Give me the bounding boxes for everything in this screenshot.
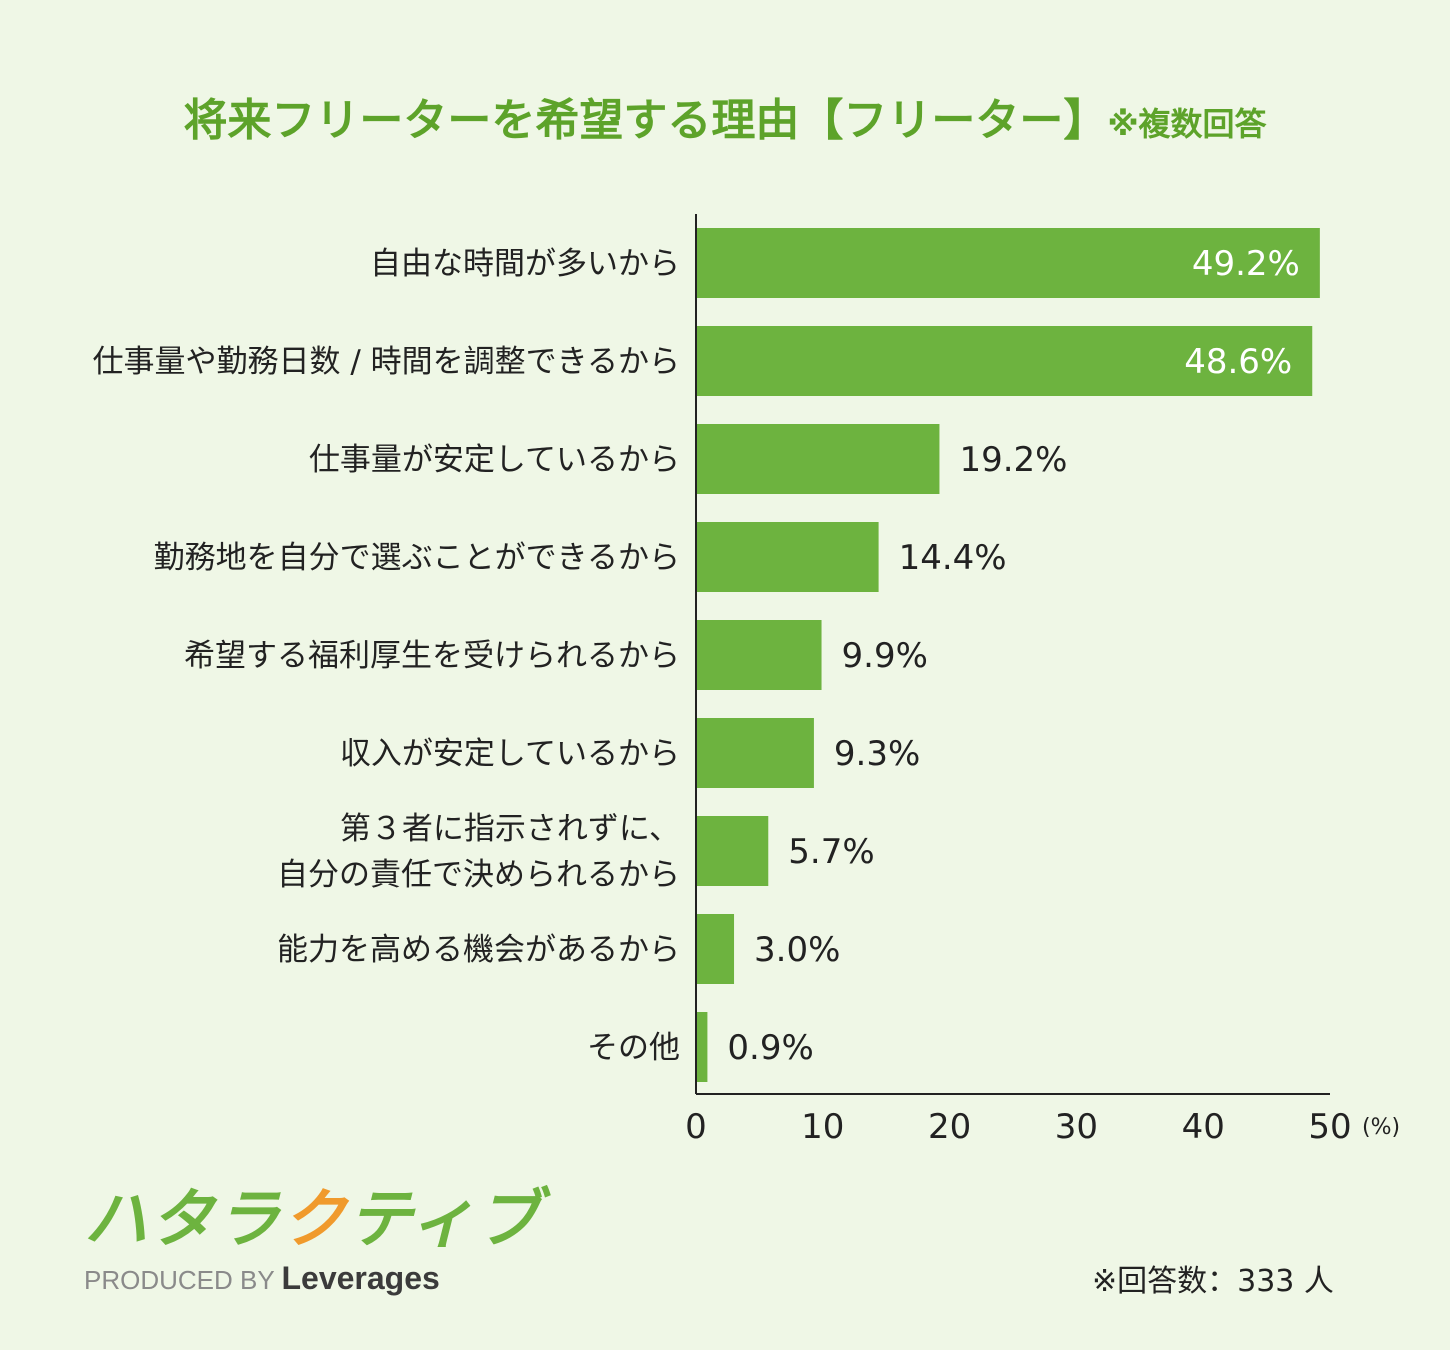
logo-mark-part1: ハタラ <box>84 1183 282 1257</box>
category-label-7-line-2: 自分の責任で決められるから <box>277 857 680 893</box>
chart-title-note: ※複数回答 <box>1107 105 1267 143</box>
value-label-6: 9.3% <box>834 734 920 774</box>
logo-mark: ハタラクティブ <box>84 1183 540 1257</box>
produced-by-text: PRODUCED BY <box>84 1265 275 1295</box>
value-label-8: 3.0% <box>754 930 840 970</box>
category-label-7-line-1: 第３者に指示されずに、 <box>340 811 680 847</box>
logo-mark-part2: ク <box>282 1183 348 1257</box>
hataractive-logo: ハタラクティブ PRODUCED BY Leverages <box>84 1183 540 1297</box>
x-tick-label-3: 20 <box>928 1107 971 1147</box>
value-label-4: 14.4% <box>899 538 1007 578</box>
value-label-9: 0.9% <box>727 1028 813 1068</box>
value-label-1: 49.2% <box>1192 244 1300 284</box>
bar-4 <box>696 522 879 592</box>
bar-2 <box>696 326 1313 396</box>
category-label-4: 勤務地を自分で選ぶことができるから <box>154 540 680 576</box>
logo-mark-part3: ティブ <box>348 1183 543 1257</box>
bar-7 <box>696 816 769 886</box>
bar-6 <box>696 718 814 788</box>
bar-8 <box>696 914 735 984</box>
x-tick-label-5: 40 <box>1182 1107 1225 1147</box>
value-label-2: 48.6% <box>1184 342 1292 382</box>
category-label-6: 収入が安定しているから <box>340 736 680 772</box>
category-label-3: 仕事量が安定しているから <box>309 442 680 478</box>
category-label-2: 仕事量や勤務日数 / 時間を調整できるから <box>92 344 680 380</box>
bar-3 <box>696 424 940 494</box>
x-axis-unit: (%) <box>1362 1115 1400 1140</box>
category-label-1: 自由な時間が多いから <box>370 246 680 282</box>
bar-9 <box>696 1012 708 1082</box>
x-tick-label-4: 30 <box>1055 1107 1098 1147</box>
bar-chart: 49.2% 自由な時間が多いから 48.6% 仕事量や勤務日数 / 時間を調整できるか… <box>92 214 1400 1147</box>
value-label-7: 5.7% <box>788 832 874 872</box>
x-tick-label-6: 50 <box>1308 1107 1351 1147</box>
x-tick-label-1: 0 <box>685 1107 707 1147</box>
category-label-9: その他 <box>587 1030 680 1066</box>
value-label-5: 9.9% <box>842 636 928 676</box>
bar-5 <box>696 620 822 690</box>
x-tick-label-2: 10 <box>801 1107 844 1147</box>
brand-name: Leverages <box>281 1260 440 1296</box>
respondent-count: ※回答数：333 人 <box>1092 1264 1334 1299</box>
chart-title-main: 将来フリーターを希望する理由【フリーター】 <box>183 95 1108 146</box>
category-label-5: 希望する福利厚生を受けられるから <box>184 638 680 674</box>
bar-1 <box>696 228 1320 298</box>
value-label-3: 19.2% <box>959 440 1067 480</box>
logo-produced-by: PRODUCED BY Leverages <box>84 1260 464 1297</box>
category-label-8: 能力を高める機会があるから <box>277 932 680 968</box>
chart-title: 将来フリーターを希望する理由【フリーター】※複数回答 <box>0 84 1450 148</box>
